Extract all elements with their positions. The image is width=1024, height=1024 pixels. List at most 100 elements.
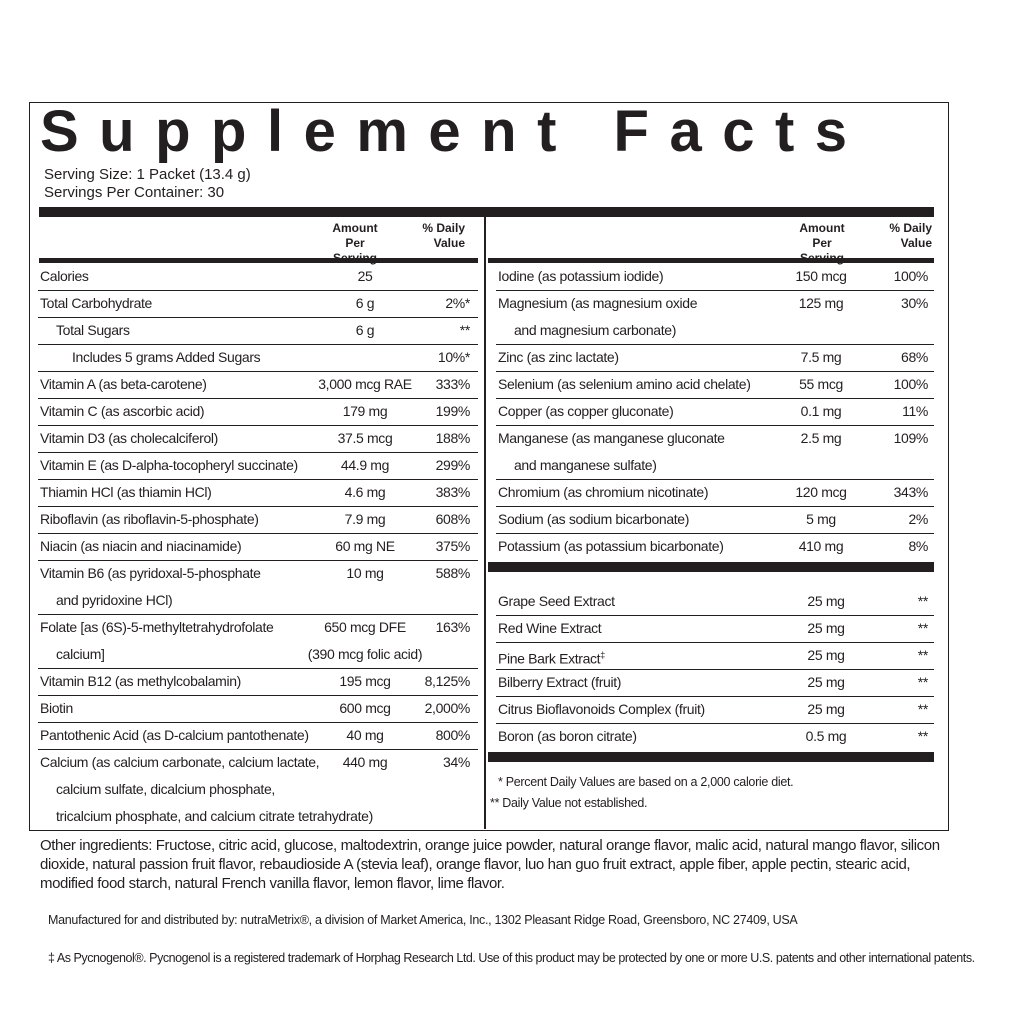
row-rule: [496, 290, 934, 291]
amount: 4.6 mg: [344, 484, 386, 500]
row-rule: [38, 695, 478, 696]
nutrient-name: Red Wine Extract: [498, 620, 602, 636]
amount: 150 mcg: [795, 268, 847, 284]
dv-header: % Daily Value: [889, 221, 932, 250]
amount: 44.9 mg: [340, 457, 390, 473]
footnote: ** Daily Value not established.: [490, 796, 648, 810]
dv-header: % Daily Value: [422, 221, 465, 250]
row-rule: [496, 696, 934, 697]
nutrient-name: Includes 5 grams Added Sugars: [72, 349, 261, 365]
nutrient-name: Grape Seed Extract: [498, 593, 615, 609]
amount: 0.1 mg: [800, 403, 842, 419]
nutrient-name: Total Carbohydrate: [40, 295, 152, 311]
row-rule: [496, 615, 934, 616]
row-rule: [38, 749, 478, 750]
amount: 195 mcg: [339, 673, 391, 689]
nutrient-name: Calories: [40, 268, 89, 284]
row-rule: [496, 669, 934, 670]
amount: 25 mg: [807, 647, 845, 663]
nutrient-name: and magnesium carbonate): [514, 322, 677, 338]
amount: 7.9 mg: [344, 511, 386, 527]
nutrient-name: Chromium (as chromium nicotinate): [498, 484, 709, 500]
row-rule: [38, 317, 478, 318]
daily-value: **: [917, 647, 929, 663]
nutrient-name: Pantothenic Acid (as D-calcium pantothen…: [40, 727, 309, 743]
nutrient-name: Boron (as boron citrate): [498, 728, 637, 744]
nutrient-name: Iodine (as potassium iodide): [498, 268, 664, 284]
nutrient-name: Vitamin B6 (as pyridoxal-5-phosphate: [40, 565, 261, 581]
daily-value: 588%: [435, 565, 471, 581]
nutrient-name: Biotin: [40, 700, 73, 716]
nutrient-name: Riboflavin (as riboflavin-5-phosphate): [40, 511, 259, 527]
row-rule: [496, 642, 934, 643]
nutrient-name: Calcium (as calcium carbonate, calcium l…: [40, 754, 320, 770]
nutrient-name: Vitamin A (as beta-carotene): [40, 376, 207, 392]
nutrient-name: Vitamin C (as ascorbic acid): [40, 403, 205, 419]
amount: 25 mg: [807, 620, 845, 636]
daily-value: 163%: [435, 619, 471, 635]
amount: 0.5 mg: [805, 728, 847, 744]
amount: 179 mg: [342, 403, 388, 419]
amount: 3,000 mcg RAE: [318, 376, 412, 392]
amount: 2.5 mg: [800, 430, 842, 446]
row-rule: [38, 290, 478, 291]
daily-value: 333%: [435, 376, 471, 392]
amount: 5 mg: [806, 511, 836, 527]
nutrient-name: Thiamin HCl (as thiamin HCl): [40, 484, 212, 500]
nutrient-name: tricalcium phosphate, and calcium citrat…: [56, 808, 373, 824]
daily-value: 8,125%: [424, 673, 471, 689]
row-rule: [496, 344, 934, 345]
amount: 55 mcg: [799, 376, 843, 392]
daily-value: 299%: [435, 457, 471, 473]
row-rule: [38, 398, 478, 399]
row-rule: [38, 452, 478, 453]
daily-value: 68%: [901, 349, 928, 365]
nutrient-name: Selenium (as selenium amino acid chelate…: [498, 376, 751, 392]
daily-value: 2%: [908, 511, 928, 527]
amount: 25 mg: [807, 674, 845, 690]
nutrient-name: Vitamin B12 (as methylcobalamin): [40, 673, 241, 689]
header-rule: [488, 258, 934, 263]
row-rule: [38, 506, 478, 507]
amount: 25 mg: [807, 593, 845, 609]
amount: 6 g: [355, 322, 375, 338]
servings-per-container: Servings Per Container: 30: [44, 184, 225, 201]
row-rule: [38, 479, 478, 480]
amount: 6 g: [355, 295, 375, 311]
nutrient-name: Citrus Bioflavonoids Complex (fruit): [498, 701, 705, 717]
nutrient-name: Folate [as (6S)-5-methyltetrahydrofolate: [40, 619, 274, 635]
daily-value: **: [917, 728, 929, 744]
daily-value: **: [917, 620, 929, 636]
amount: 25: [357, 268, 373, 284]
daily-value: 800%: [435, 727, 471, 743]
nutrient-name: Zinc (as zinc lactate): [498, 349, 619, 365]
row-rule: [38, 425, 478, 426]
nutrient-name: Bilberry Extract (fruit): [498, 674, 622, 690]
column-divider: [484, 217, 486, 829]
daily-value: 343%: [893, 484, 929, 500]
row-rule: [38, 371, 478, 372]
thick-rule: [488, 752, 934, 762]
nutrient-name: calcium sulfate, dicalcium phosphate,: [56, 781, 275, 797]
nutrient-name: Vitamin D3 (as cholecalciferol): [40, 430, 218, 446]
daily-value: 8%: [908, 538, 928, 554]
nutrient-name: calcium]: [56, 646, 105, 662]
trademark-note: ‡ As Pycnogenol®. Pycnogenol is a regist…: [48, 951, 975, 965]
daily-value: 100%: [893, 376, 929, 392]
daily-value: **: [917, 674, 929, 690]
daily-value: **: [917, 701, 929, 717]
nutrient-name: Potassium (as potassium bicarbonate): [498, 538, 724, 554]
daily-value: 383%: [435, 484, 471, 500]
nutrient-name: Vitamin E (as D-alpha-tocopheryl succina…: [40, 457, 298, 473]
daily-value: 375%: [435, 538, 471, 554]
row-rule: [496, 723, 934, 724]
nutrient-name: Sodium (as sodium bicarbonate): [498, 511, 690, 527]
row-rule: [38, 533, 478, 534]
daily-value: **: [459, 322, 471, 338]
amount: 125 mg: [798, 295, 844, 311]
amount: 10 mg: [346, 565, 384, 581]
footnote: * Percent Daily Values are based on a 2,…: [498, 775, 794, 789]
facts-panel: [29, 102, 949, 831]
row-rule: [38, 560, 478, 561]
amount: 440 mg: [342, 754, 388, 770]
